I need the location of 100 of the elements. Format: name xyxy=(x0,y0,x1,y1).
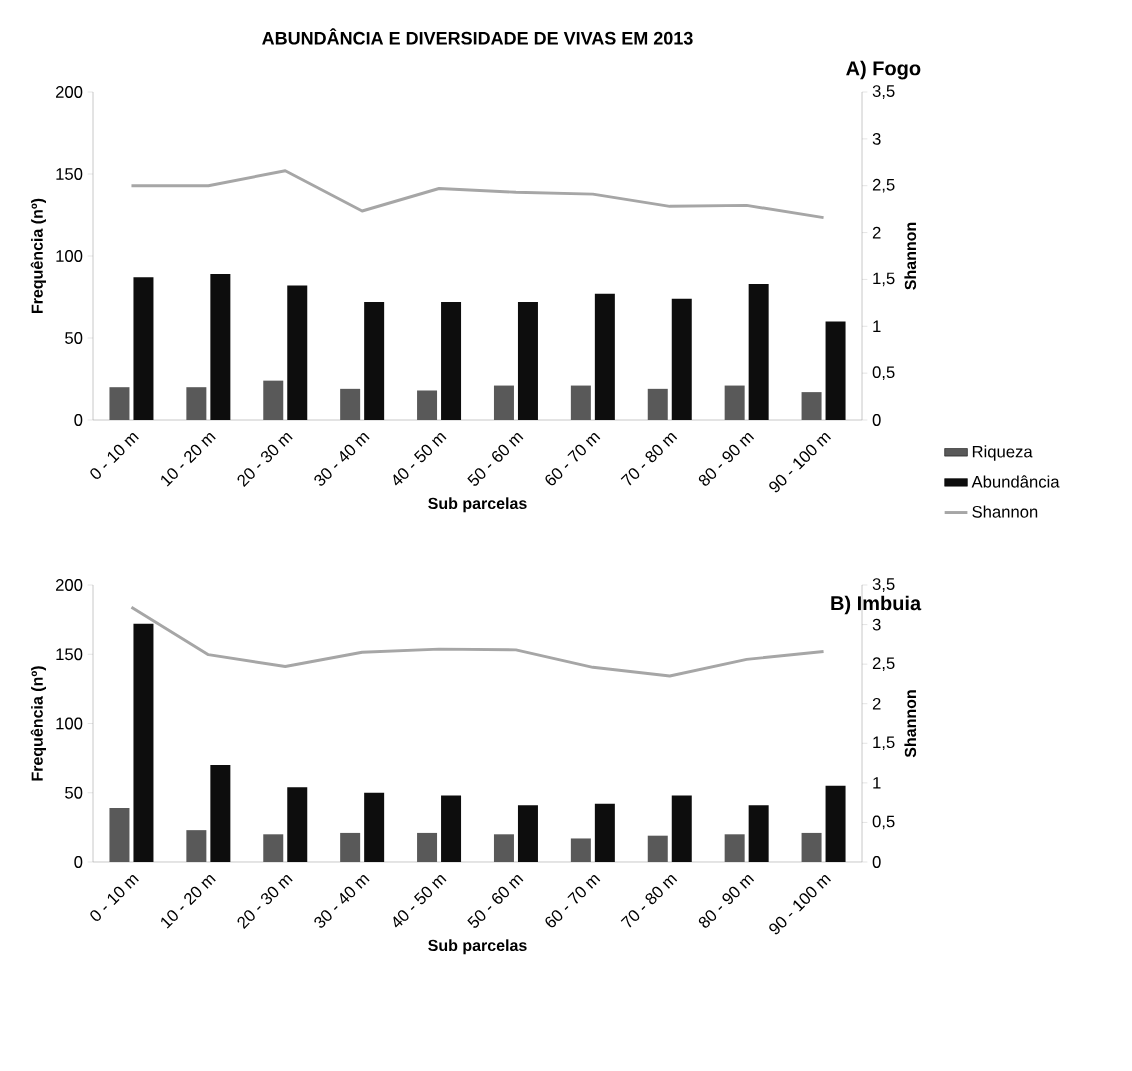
line-series xyxy=(129,605,826,678)
bar xyxy=(287,787,308,862)
x-tick-label: 0 - 10 m xyxy=(90,433,139,479)
y2-tick-label: 3 xyxy=(872,132,881,145)
bar xyxy=(364,301,385,420)
bar xyxy=(801,832,822,862)
bar xyxy=(186,387,207,420)
legend-label: Shannon xyxy=(972,505,1038,518)
y-tick-label: 200 xyxy=(55,86,83,98)
x-tick-label: 20 - 30 m xyxy=(237,875,293,929)
bar xyxy=(210,765,231,862)
y2-tick-label: 3,5 xyxy=(872,85,895,99)
x-tick-label: 20 - 30 m xyxy=(237,433,293,487)
y2-axis-title: Shannon xyxy=(904,222,917,290)
x-tick-label: 30 - 40 m xyxy=(314,433,370,486)
y-tick-label: 0 xyxy=(74,856,83,868)
y2-tick-label: 3,5 xyxy=(872,578,895,592)
x-tick-label: 90 - 100 m xyxy=(769,875,831,935)
bar xyxy=(825,321,846,420)
bar xyxy=(748,805,769,862)
bar xyxy=(517,805,538,862)
bar xyxy=(340,388,361,420)
y-tick-label: 200 xyxy=(55,579,83,591)
y-axis-title: Frequência (nº) xyxy=(30,666,47,781)
line-series xyxy=(129,169,826,220)
bar xyxy=(340,832,361,862)
y2-tick-label: 0,5 xyxy=(872,815,895,830)
chart-subtitle: A) Fogo xyxy=(846,60,921,80)
bar xyxy=(109,807,130,862)
x-axis-title: Sub parcelas xyxy=(428,939,527,955)
bar xyxy=(364,792,385,862)
y2-tick-label: 0 xyxy=(872,856,881,868)
x-tick-label: 40 - 50 m xyxy=(393,875,447,928)
bar xyxy=(517,301,538,420)
y2-tick-label: 2,5 xyxy=(872,178,895,193)
y-tick-label: 150 xyxy=(56,168,83,180)
bar xyxy=(594,803,615,862)
x-tick-label: 60 - 70 m xyxy=(545,433,601,486)
x-tick-label: 90 - 100 m xyxy=(769,433,831,493)
bar xyxy=(417,832,438,862)
legend-label: Riqueza xyxy=(972,445,1033,461)
bar xyxy=(263,834,284,862)
x-tick-label: 80 - 90 m xyxy=(698,433,755,486)
bar xyxy=(109,387,130,420)
x-tick-label: 40 - 50 m xyxy=(393,433,447,486)
bar xyxy=(133,277,154,420)
bar xyxy=(441,301,462,420)
bar xyxy=(724,385,745,420)
y2-tick-label: 1,5 xyxy=(873,272,895,287)
chart-subtitle: B) Imbuia xyxy=(831,595,922,615)
bar xyxy=(417,390,438,420)
y2-tick-label: 1 xyxy=(873,777,881,789)
bar xyxy=(287,285,308,420)
y2-tick-label: 2 xyxy=(872,697,881,710)
bar xyxy=(801,392,822,420)
bar xyxy=(647,388,668,420)
y2-tick-label: 1 xyxy=(873,320,881,333)
bar xyxy=(493,834,514,862)
y-tick-label: 100 xyxy=(56,717,83,730)
y2-tick-label: 3 xyxy=(872,618,881,631)
bar xyxy=(263,380,284,420)
bar xyxy=(570,838,591,862)
y-axis-title: Frequência (nº) xyxy=(30,198,47,313)
y2-tick-label: 1,5 xyxy=(873,736,895,751)
x-tick-label: 10 - 20 m xyxy=(161,433,216,487)
y-tick-label: 0 xyxy=(74,414,83,426)
legend-label: Abundância xyxy=(971,475,1060,488)
x-tick-label: 50 - 60 m xyxy=(467,875,524,928)
bar xyxy=(748,283,769,420)
bar xyxy=(210,274,231,420)
bar xyxy=(825,785,846,862)
y2-tick-label: 0 xyxy=(872,414,881,426)
y2-tick-label: 2,5 xyxy=(872,657,895,672)
x-tick-label: 0 - 10 m xyxy=(90,875,139,921)
y2-tick-label: 0,5 xyxy=(872,366,895,381)
x-axis-title: Sub parcelas xyxy=(428,497,527,513)
y-tick-label: 100 xyxy=(56,250,83,262)
y-tick-label: 50 xyxy=(65,786,83,799)
bar xyxy=(724,834,745,862)
bar xyxy=(594,293,615,420)
bar xyxy=(671,795,692,862)
x-tick-label: 60 - 70 m xyxy=(545,875,601,928)
bar xyxy=(186,830,207,862)
y2-axis-title: Shannon xyxy=(904,690,917,758)
bar xyxy=(647,835,668,862)
x-tick-label: 30 - 40 m xyxy=(314,875,370,928)
bar xyxy=(441,795,462,862)
x-tick-label: 50 - 60 m xyxy=(467,433,524,486)
x-tick-label: 10 - 20 m xyxy=(161,875,216,929)
x-tick-label: 70 - 80 m xyxy=(620,875,678,928)
bar xyxy=(671,298,692,420)
x-tick-label: 80 - 90 m xyxy=(698,875,755,928)
y-tick-label: 50 xyxy=(65,332,83,344)
bar xyxy=(133,623,154,862)
chart-title: ABUNDÂNCIA E DIVERSIDADE DE VIVAS EM 2013 xyxy=(262,28,693,45)
x-tick-label: 70 - 80 m xyxy=(620,433,678,486)
bar xyxy=(570,385,591,420)
y2-tick-label: 2 xyxy=(872,226,881,239)
y-tick-label: 150 xyxy=(56,648,83,661)
bar xyxy=(493,385,514,420)
